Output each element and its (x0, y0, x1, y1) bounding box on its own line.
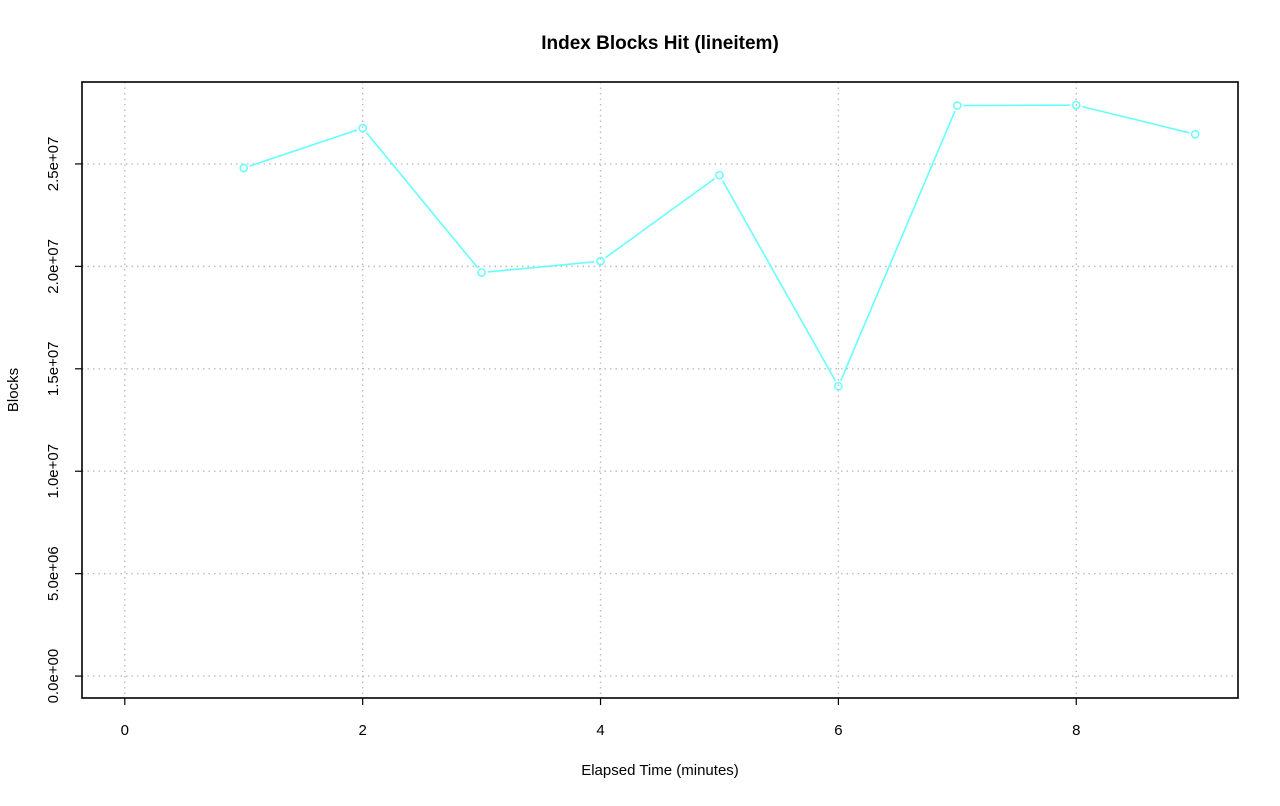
data-point (835, 383, 842, 390)
x-tick-label: 6 (834, 722, 842, 739)
axes-layer: 0 2 4 6 8 0.0e+00 5.0e+06 1.0e+07 1.5e+07 2.0e+07… (45, 137, 1080, 739)
series-layer (240, 102, 1199, 390)
series-line-segment (841, 111, 955, 380)
x-tick-label: 0 (121, 722, 129, 739)
chart-title: Index Blocks Hit (lineitem) (541, 33, 779, 54)
y-tick-label: 0.0e+00 (45, 649, 62, 704)
series-line-segment (722, 181, 835, 381)
y-tick-label: 2.0e+07 (45, 239, 62, 294)
data-point (1192, 131, 1199, 138)
data-point (954, 102, 961, 109)
data-point (716, 172, 723, 179)
plot-frame (82, 82, 1238, 698)
series-line-segment (1082, 107, 1189, 133)
data-point (359, 124, 366, 131)
data-point (478, 269, 485, 276)
data-point (240, 164, 247, 171)
x-tick-label: 8 (1072, 722, 1080, 739)
y-axis-label: Blocks (5, 368, 22, 412)
y-tick-label: 1.5e+07 (45, 341, 62, 396)
series-line-segment (250, 130, 357, 166)
grid-layer (82, 82, 1238, 698)
series-line-segment (367, 133, 478, 268)
y-tick-label: 1.0e+07 (45, 444, 62, 499)
x-tick-label: 2 (359, 722, 367, 739)
x-axis-label: Elapsed Time (minutes) (581, 762, 739, 779)
y-tick-label: 5.0e+06 (45, 546, 62, 601)
y-tick-label: 2.5e+07 (45, 137, 62, 192)
series-line-segment (605, 179, 714, 258)
x-tick-label: 4 (596, 722, 604, 739)
